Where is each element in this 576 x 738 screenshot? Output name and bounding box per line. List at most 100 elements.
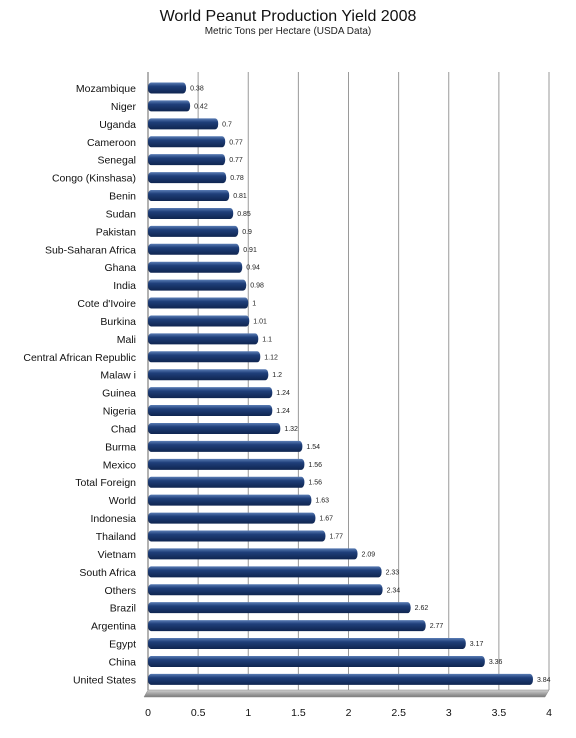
bar bbox=[148, 422, 281, 434]
x-tick-label: 3.5 bbox=[492, 707, 507, 719]
data-label: 1.67 bbox=[319, 516, 333, 523]
data-label: 1.32 bbox=[284, 426, 298, 433]
category-label: Congo (Kinshasa) bbox=[52, 173, 136, 185]
bar bbox=[148, 638, 466, 650]
category-label: Ghana bbox=[104, 262, 136, 274]
data-label: 1.24 bbox=[276, 390, 290, 397]
category-label: Egypt bbox=[109, 639, 136, 651]
bar-row: 2.33 bbox=[148, 566, 400, 578]
data-label: 1.56 bbox=[308, 462, 322, 469]
x-tick-label: 1 bbox=[245, 707, 251, 719]
bar-row: 1.1 bbox=[148, 333, 272, 345]
bar-row: 0.91 bbox=[148, 243, 257, 255]
data-label: 0.91 bbox=[243, 247, 257, 254]
bar-row: 3.84 bbox=[148, 673, 551, 685]
category-label: Niger bbox=[111, 101, 137, 113]
bar-row: 0.81 bbox=[148, 190, 247, 202]
bar bbox=[148, 476, 305, 488]
x-axis-ticks: 0 0.5 1 1.5 2 2.5 3 3.5 4 bbox=[145, 707, 552, 719]
bar bbox=[148, 297, 249, 309]
data-label: 1.77 bbox=[329, 534, 343, 541]
data-label: 2.33 bbox=[386, 569, 400, 576]
bar-row: 0.42 bbox=[148, 100, 208, 112]
data-label: 0.7 bbox=[222, 121, 232, 128]
data-label: 1.12 bbox=[264, 354, 278, 361]
category-label: World bbox=[109, 495, 136, 507]
bar bbox=[148, 190, 230, 202]
bar-row: 1 bbox=[148, 297, 256, 309]
category-label: China bbox=[109, 656, 137, 668]
bar-row: 0.85 bbox=[148, 207, 251, 219]
category-label: Uganda bbox=[99, 119, 136, 131]
bar-row: 1.63 bbox=[148, 494, 329, 506]
data-label: 2.77 bbox=[430, 623, 444, 630]
data-label: 1.01 bbox=[253, 318, 267, 325]
bar bbox=[148, 673, 533, 685]
data-label: 0.42 bbox=[194, 103, 208, 110]
bar-row: 1.2 bbox=[148, 369, 282, 381]
bar bbox=[148, 458, 305, 470]
bar bbox=[148, 154, 226, 166]
category-label: Brazil bbox=[110, 603, 136, 615]
category-label: Others bbox=[104, 585, 136, 597]
bar bbox=[148, 243, 240, 255]
bar bbox=[148, 100, 191, 112]
data-label: 0.81 bbox=[233, 193, 247, 200]
bar bbox=[148, 279, 247, 291]
bar bbox=[148, 172, 227, 184]
data-label: 1 bbox=[252, 301, 256, 308]
floor-slab bbox=[143, 689, 550, 698]
data-label: 1.24 bbox=[276, 408, 290, 415]
category-label: Malaw i bbox=[100, 370, 136, 382]
x-tick-label: 2 bbox=[346, 707, 352, 719]
bar bbox=[148, 566, 382, 578]
bar-row: 1.56 bbox=[148, 476, 322, 488]
bar-row: 0.77 bbox=[148, 154, 243, 166]
chart-floor bbox=[143, 689, 550, 698]
category-label: South Africa bbox=[79, 567, 136, 579]
data-label: 3.36 bbox=[489, 659, 503, 666]
category-label: Chad bbox=[111, 423, 136, 435]
data-label: 1.54 bbox=[306, 444, 320, 451]
bar bbox=[148, 440, 303, 452]
bar bbox=[148, 207, 234, 219]
bar bbox=[148, 225, 239, 237]
category-label: India bbox=[113, 280, 136, 292]
bar-row: 0.9 bbox=[148, 225, 252, 237]
bar bbox=[148, 261, 243, 273]
data-label: 0.77 bbox=[229, 157, 243, 164]
bar bbox=[148, 369, 269, 381]
bar bbox=[148, 602, 411, 614]
bar-row: 0.78 bbox=[148, 172, 244, 184]
data-label: 0.94 bbox=[246, 265, 260, 272]
data-label: 0.38 bbox=[190, 86, 204, 93]
gridlines bbox=[147, 72, 550, 690]
category-label: Burkina bbox=[100, 316, 136, 328]
data-label: 2.34 bbox=[387, 587, 401, 594]
bar-row: 1.77 bbox=[148, 530, 343, 542]
bar bbox=[148, 351, 261, 363]
bar bbox=[148, 512, 316, 524]
category-label: Thailand bbox=[96, 531, 136, 543]
category-label: Sudan bbox=[106, 208, 137, 220]
bar bbox=[148, 530, 326, 542]
category-label: Senegal bbox=[97, 155, 136, 167]
category-label: Benin bbox=[109, 191, 136, 203]
x-tick-label: 0 bbox=[145, 707, 151, 719]
bar bbox=[148, 82, 187, 94]
bar bbox=[148, 315, 250, 327]
bar bbox=[148, 405, 273, 417]
category-label: Argentina bbox=[91, 621, 136, 633]
bar bbox=[148, 136, 226, 148]
data-label: 1.1 bbox=[262, 336, 272, 343]
bar bbox=[148, 118, 219, 130]
category-label: Pakistan bbox=[96, 226, 136, 238]
bar-row: 1.54 bbox=[148, 440, 320, 452]
data-label: 2.09 bbox=[362, 551, 376, 558]
x-tick-label: 4 bbox=[546, 707, 552, 719]
category-label: Guinea bbox=[102, 388, 136, 400]
category-label: Mexico bbox=[103, 459, 136, 471]
category-label: Nigeria bbox=[103, 406, 136, 418]
bar-row: 0.7 bbox=[148, 118, 232, 130]
